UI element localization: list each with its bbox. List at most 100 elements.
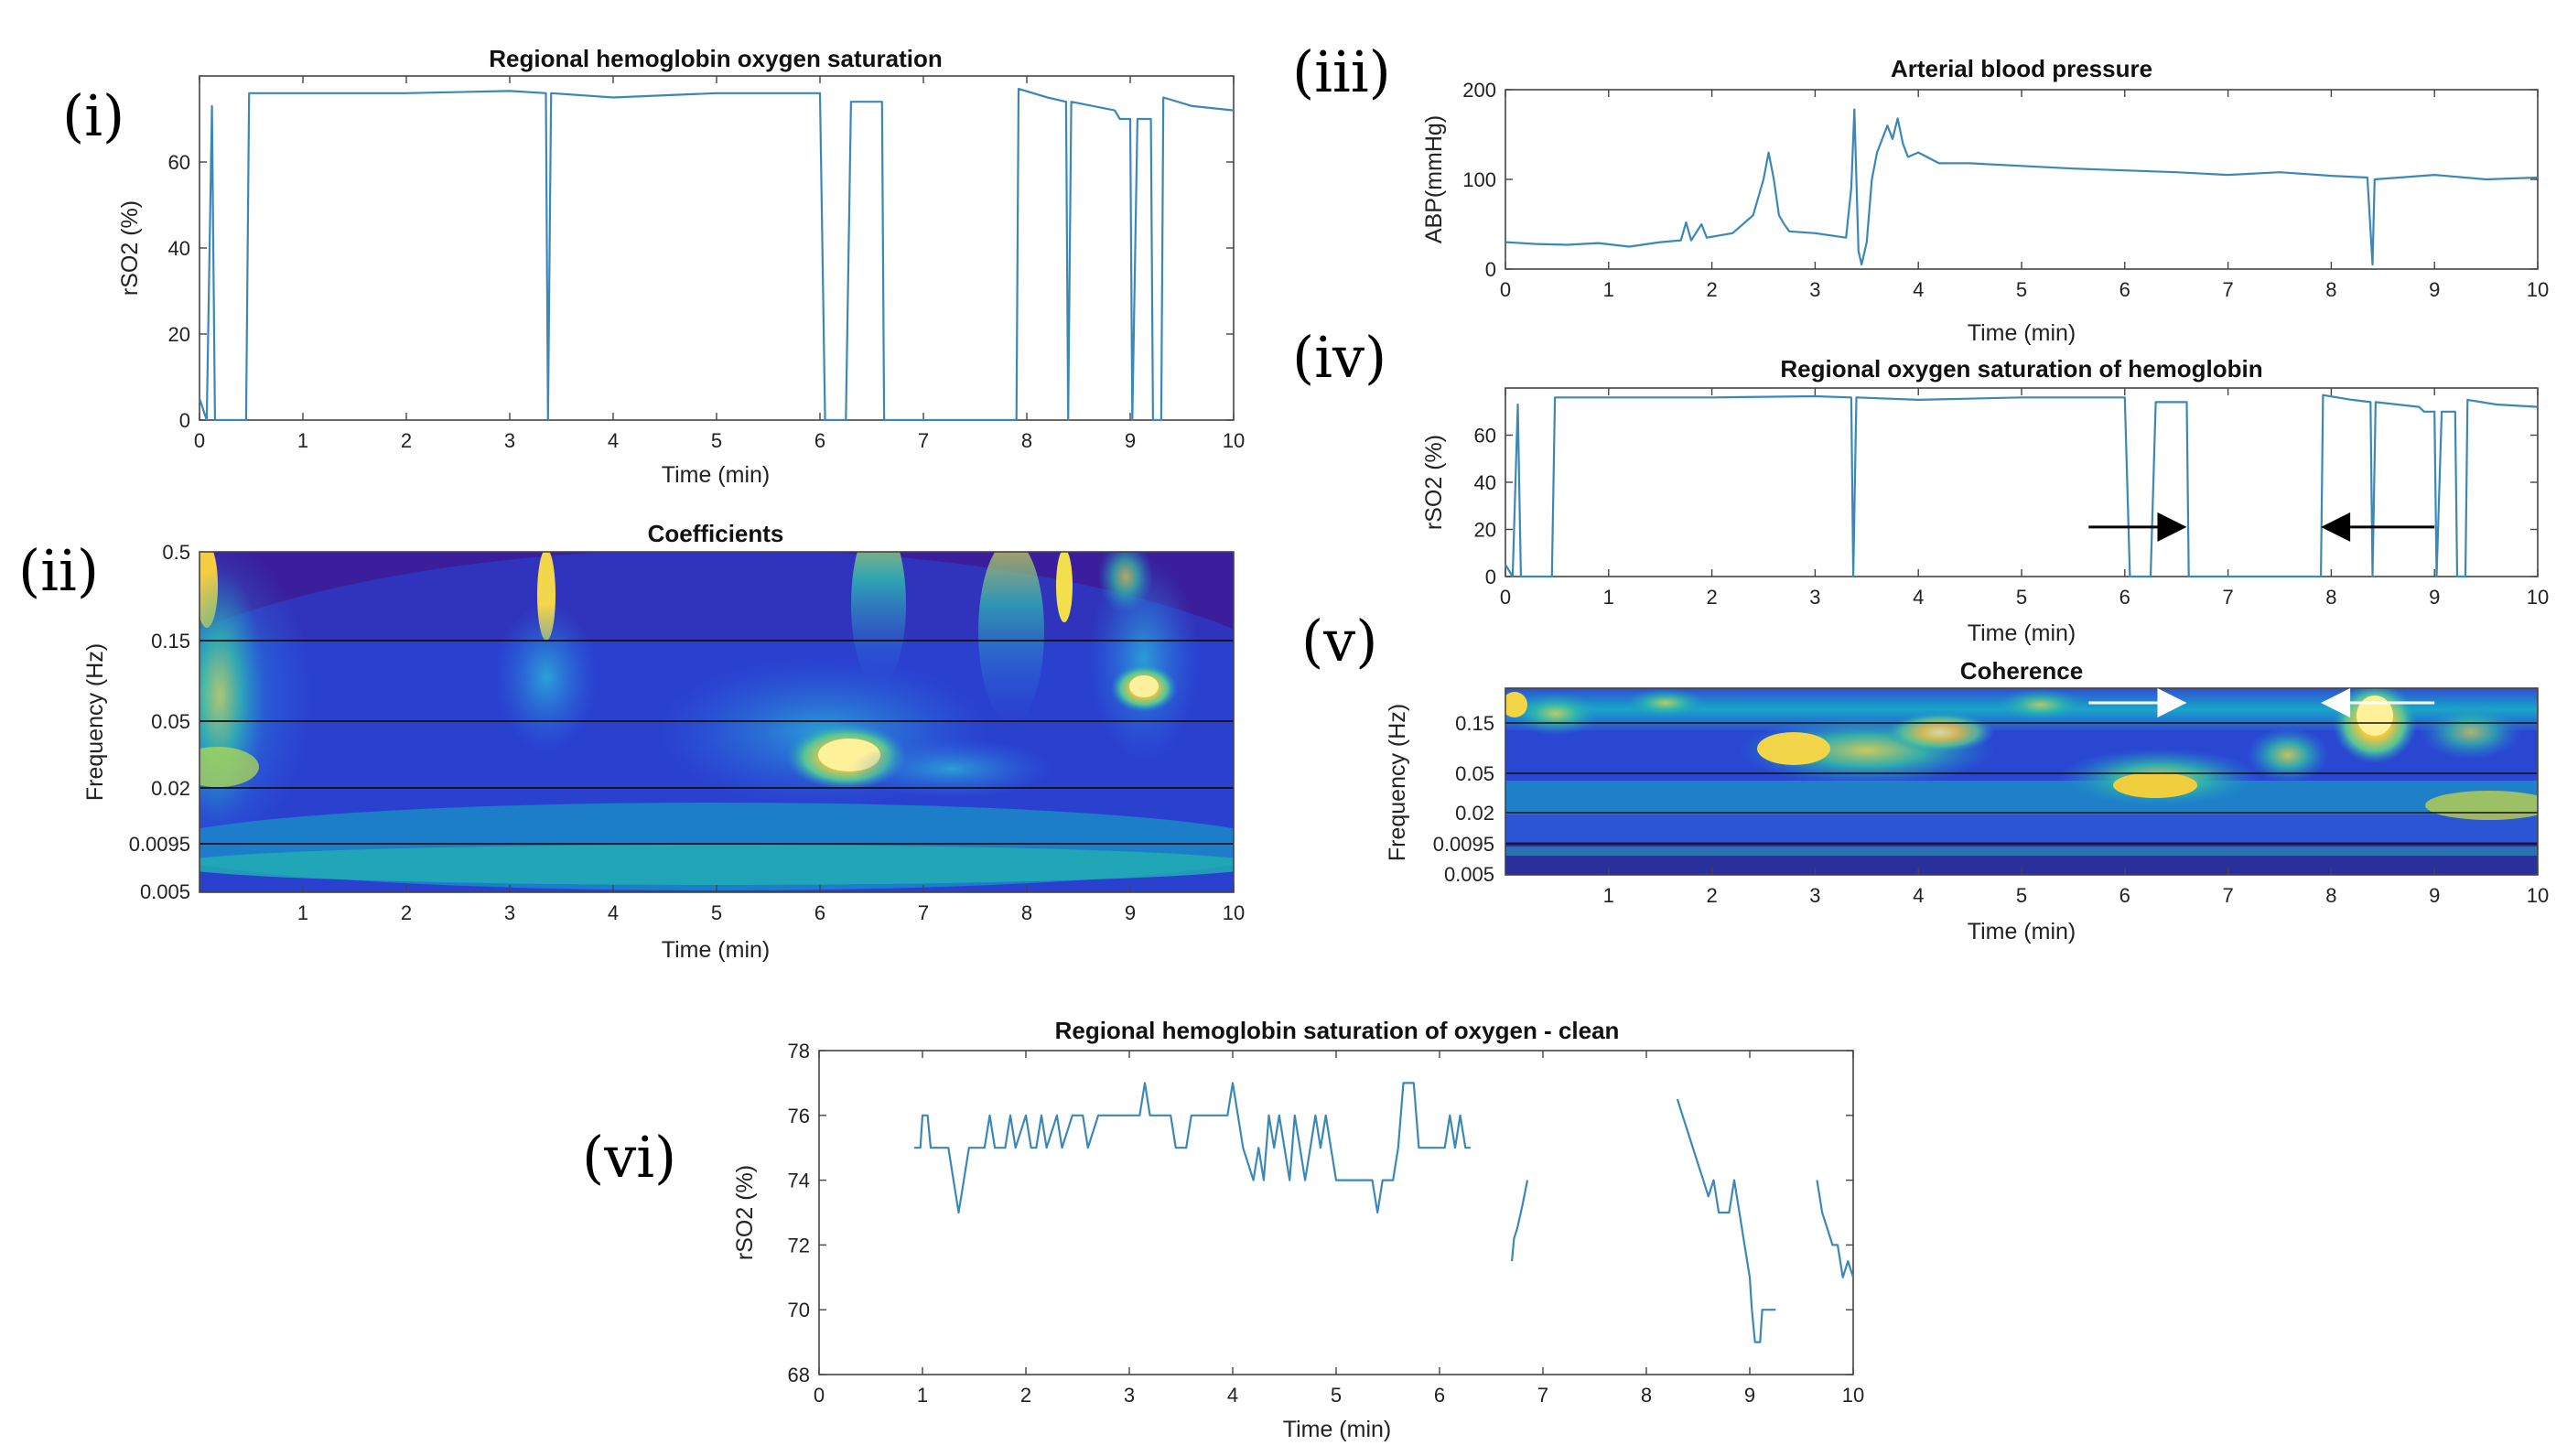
chart-iv-xtick: 10 [2527, 586, 2549, 609]
chart-iii-ylabel: ABP(mmHg) [1421, 115, 1447, 243]
chart-v-ytick: 0.0095 [1433, 833, 1494, 856]
chart-vi-ytick: 68 [788, 1364, 810, 1386]
chart-v-heatmap [1505, 688, 2538, 875]
chart-iii-ytick: 0 [1485, 258, 1496, 281]
chart-i-xtick: 9 [1125, 429, 1136, 452]
chart-vi-frame [818, 1050, 1854, 1375]
chart-iv-xtick: 8 [2325, 586, 2336, 609]
chart-i-xtick: 7 [918, 429, 929, 452]
chart-i-title: Regional hemoglobin oxygen saturation [489, 45, 943, 72]
chart-iv-frame [1505, 387, 2539, 577]
chart-iii-xtick: 1 [1603, 278, 1614, 301]
chart-i-ytick: 20 [168, 323, 190, 346]
chart-i-xlabel: Time (min) [662, 462, 771, 488]
chart-iii-ytick: 200 [1462, 79, 1496, 102]
chart-ii-xtick: 6 [814, 901, 825, 924]
chart-i-xtick: 10 [1223, 429, 1245, 452]
chart-v-xtick: 9 [2429, 884, 2440, 907]
chart-v-xlabel: Time (min) [1968, 919, 2076, 944]
chart-v-xtick: 2 [1706, 884, 1717, 907]
chart-vi-xtick: 8 [1641, 1384, 1652, 1407]
chart-vi-segment-4 [1816, 1180, 1855, 1278]
chart-ii-title: Coefficients [648, 520, 784, 547]
chart-v-xtick: 4 [1913, 884, 1924, 907]
chart-iii-xtick: 4 [1913, 278, 1924, 301]
chart-v-xtick: 3 [1809, 884, 1820, 907]
chart-v-xtick: 5 [2016, 884, 2027, 907]
chart-iv-arrows [2088, 512, 2435, 542]
chart-ii-xtick: 4 [608, 901, 619, 924]
panel-label-vi: (vi) [582, 1124, 676, 1191]
panel-label-v: (v) [1301, 608, 1377, 674]
chart-iii-xtick: 2 [1706, 278, 1717, 301]
chart-v-ytick: 0.05 [1455, 762, 1494, 785]
chart-ii-xlabel: Time (min) [662, 937, 771, 963]
chart-i-xtick: 8 [1021, 429, 1032, 452]
chart-vi-xtick: 0 [814, 1384, 825, 1407]
chart-ii-ytick: 0.005 [140, 880, 190, 903]
chart-iv-title: Regional oxygen saturation of hemoglobin [1780, 355, 2262, 383]
chart-vi-xlabel: Time (min) [1283, 1417, 1392, 1442]
chart-ii-xtick: 3 [504, 901, 515, 924]
chart-iii-xtick: 6 [2119, 278, 2130, 301]
chart-i-ytick: 0 [179, 409, 190, 432]
chart-ii-ytick: 0.5 [162, 541, 190, 564]
panel-label-iii: (iii) [1292, 38, 1391, 105]
chart-iii-title: Arterial blood pressure [1891, 55, 2152, 82]
chart-i-frame [199, 75, 1235, 421]
chart-vi-xtick: 4 [1227, 1384, 1238, 1407]
chart-v-ytick: 0.02 [1455, 802, 1494, 825]
chart-iii-xtick: 3 [1809, 278, 1820, 301]
chart-v-xtick: 8 [2325, 884, 2336, 907]
chart-vi-series [914, 1082, 1855, 1343]
chart-iii-series-abp [1505, 108, 2539, 266]
chart-i-xtick: 2 [401, 429, 412, 452]
chart-ii-ytick: 0.15 [151, 630, 190, 653]
chart-i-xtick: 4 [608, 429, 619, 452]
chart-vi-ytick: 72 [788, 1234, 810, 1256]
chart-ii-ytick: 0.02 [151, 777, 190, 800]
chart-iv-ytick: 40 [1474, 471, 1496, 494]
chart-v-band-lines [1505, 722, 2538, 845]
chart-vi-xtick: 7 [1537, 1384, 1548, 1407]
chart-v-arrows [2088, 688, 2435, 717]
chart-vi-xtick: 10 [1842, 1384, 1864, 1407]
chart-i-ytick: 60 [168, 151, 190, 174]
chart-ii-yticks: 0.5 0.15 0.05 0.02 0.0095 0.005 [129, 541, 190, 903]
chart-v-ylabel: Frequency (Hz) [1385, 704, 1410, 861]
chart-ii-xtick: 9 [1125, 901, 1136, 924]
chart-iv-xtick: 4 [1913, 586, 1924, 609]
chart-vi-title: Regional hemoglobin saturation of oxygen… [1055, 1017, 1620, 1044]
chart-vi-segment-1 [914, 1082, 1471, 1214]
chart-v-xtick: 6 [2119, 884, 2130, 907]
chart-v-ytick: 0.15 [1455, 712, 1494, 735]
chart-iv-xlabel: Time (min) [1968, 620, 2076, 646]
chart-iv-ticks: 0 1 2 3 4 5 6 7 8 9 10 0 20 40 60 [1474, 388, 2549, 609]
chart-ii: Coefficients [82, 520, 1245, 963]
chart-iv-xtick: 2 [1706, 586, 1717, 609]
chart-i-ylabel: rSO2 (%) [117, 200, 143, 296]
chart-ii-xtick: 7 [918, 901, 929, 924]
chart-iv-xtick: 3 [1809, 586, 1820, 609]
chart-iv-xtick: 1 [1603, 586, 1614, 609]
chart-v-ytick: 0.005 [1444, 863, 1494, 886]
chart-vi-xtick: 9 [1744, 1384, 1755, 1407]
chart-v-arrow-head [2157, 688, 2187, 717]
chart-ii-xtick: 2 [401, 901, 412, 924]
chart-v-xticks: 1 2 3 4 5 6 7 8 9 10 [1603, 868, 2549, 907]
chart-i-ytick: 40 [168, 237, 190, 260]
panel-label-iv: (iv) [1292, 324, 1386, 391]
chart-v-yticks: 0.15 0.05 0.02 0.0095 0.005 [1433, 712, 1494, 886]
chart-vi-segment-2 [1511, 1180, 1529, 1262]
chart-iv-xtick: 7 [2222, 586, 2233, 609]
chart-iii-xtick: 7 [2222, 278, 2233, 301]
chart-iv-xtick: 0 [1500, 586, 1511, 609]
chart-ii-xticks: 1 2 3 4 5 6 7 8 9 10 [297, 885, 1245, 924]
chart-iv-ytick: 60 [1474, 425, 1496, 448]
chart-ii-ytick: 0.05 [151, 710, 190, 733]
chart-iii-xtick: 0 [1500, 278, 1511, 301]
chart-vi-xtick: 2 [1020, 1384, 1031, 1407]
chart-iv-ytick: 0 [1485, 566, 1496, 588]
